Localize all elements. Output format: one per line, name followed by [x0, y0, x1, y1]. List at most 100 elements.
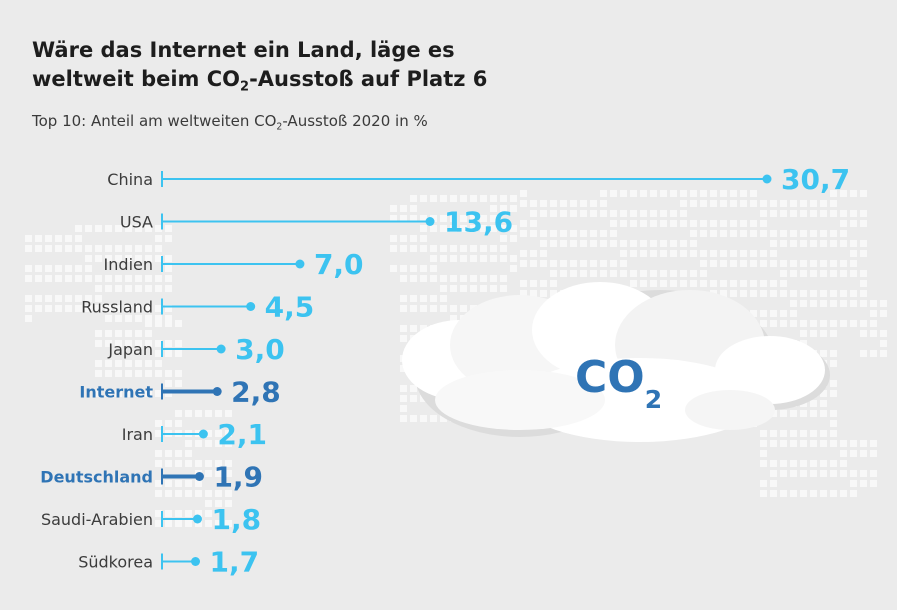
map-dot — [780, 240, 787, 247]
map-dot — [95, 285, 102, 292]
map-dot — [860, 470, 867, 477]
map-dot — [480, 245, 487, 252]
map-dot — [830, 270, 837, 277]
map-dot — [45, 235, 52, 242]
map-dot — [400, 215, 407, 222]
map-dot — [680, 190, 687, 197]
map-dot — [450, 305, 457, 312]
map-dot — [450, 215, 457, 222]
map-dot — [810, 330, 817, 337]
map-dot — [450, 315, 457, 322]
map-dot — [430, 195, 437, 202]
map-dot — [205, 430, 212, 437]
map-dot — [650, 190, 657, 197]
map-dot — [780, 410, 787, 417]
map-dot — [810, 210, 817, 217]
map-dot — [720, 260, 727, 267]
map-dot — [165, 420, 172, 427]
map-dot — [880, 330, 887, 337]
map-dot — [610, 270, 617, 277]
map-dot — [740, 250, 747, 257]
map-dot — [590, 240, 597, 247]
map-dot — [840, 210, 847, 217]
map-dot — [195, 440, 202, 447]
map-dot — [760, 450, 767, 457]
map-dot — [700, 220, 707, 227]
map-dot — [840, 190, 847, 197]
map-dot — [35, 245, 42, 252]
map-dot — [840, 320, 847, 327]
map-dot — [400, 265, 407, 272]
map-dot — [850, 440, 857, 447]
map-dot — [165, 235, 172, 242]
map-dot — [185, 410, 192, 417]
map-dot — [620, 240, 627, 247]
bar-endpoint — [295, 259, 305, 269]
map-dot — [420, 245, 427, 252]
map-dot — [105, 340, 112, 347]
map-dot — [840, 240, 847, 247]
map-dot — [175, 490, 182, 497]
map-dot — [830, 410, 837, 417]
map-dot — [690, 270, 697, 277]
map-dot — [690, 280, 697, 287]
map-dot — [830, 330, 837, 337]
map-dot — [850, 490, 857, 497]
map-dot — [205, 460, 212, 467]
map-dot — [95, 255, 102, 262]
map-dot — [145, 320, 152, 327]
map-dot — [115, 390, 122, 397]
map-dot — [810, 400, 817, 407]
map-dot — [800, 240, 807, 247]
map-dot — [780, 210, 787, 217]
map-dot — [710, 190, 717, 197]
map-dot — [490, 205, 497, 212]
chart-subtitle: Top 10: Anteil am weltweiten CO2-Ausstoß… — [32, 112, 428, 131]
map-dot — [440, 255, 447, 262]
map-dot — [810, 490, 817, 497]
map-dot — [800, 300, 807, 307]
map-dot — [800, 490, 807, 497]
map-dot — [760, 220, 767, 227]
map-dot — [25, 275, 32, 282]
map-dot — [185, 440, 192, 447]
map-dot — [500, 285, 507, 292]
title-line-2-end: -Ausstoß auf Platz 6 — [249, 67, 488, 91]
map-dot — [85, 245, 92, 252]
map-dot — [860, 210, 867, 217]
map-dot — [155, 340, 162, 347]
map-dot — [860, 350, 867, 357]
value-label: 7,0 — [314, 248, 364, 281]
map-dot — [880, 350, 887, 357]
map-dot — [25, 295, 32, 302]
map-dot — [135, 285, 142, 292]
map-dot — [520, 190, 527, 197]
map-dot — [510, 225, 517, 232]
map-dot — [75, 235, 82, 242]
map-dot — [65, 305, 72, 312]
map-dot — [205, 520, 212, 527]
map-dot — [780, 260, 787, 267]
map-dot — [195, 510, 202, 517]
map-dot — [830, 320, 837, 327]
map-dot — [205, 510, 212, 517]
map-dot — [790, 200, 797, 207]
map-dot — [125, 390, 132, 397]
map-dot — [470, 275, 477, 282]
map-dot — [870, 320, 877, 327]
cloud-icon — [402, 282, 830, 442]
map-dot — [830, 350, 837, 357]
map-dot — [155, 460, 162, 467]
map-dot — [860, 330, 867, 337]
map-dot — [840, 290, 847, 297]
map-dot — [620, 220, 627, 227]
map-dot — [105, 245, 112, 252]
map-dot — [195, 460, 202, 467]
map-dot — [770, 280, 777, 287]
map-dot — [770, 430, 777, 437]
map-dot — [540, 200, 547, 207]
map-dot — [115, 225, 122, 232]
map-dot — [105, 315, 112, 322]
map-dot — [105, 305, 112, 312]
